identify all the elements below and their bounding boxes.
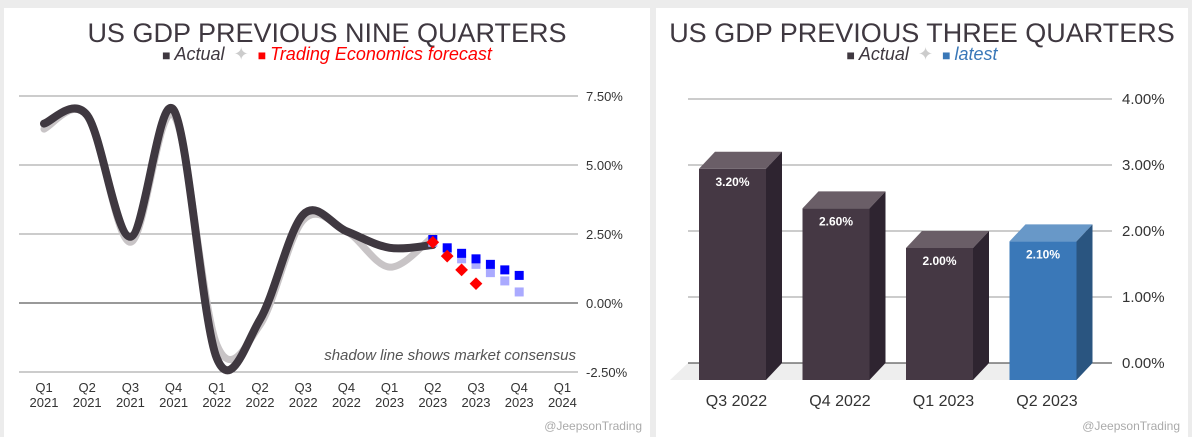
x-tick-label: Q2 2023 [1016,393,1077,410]
nine-quarters-panel: US GDP PREVIOUS NINE QUARTERS ■ Actual ✦ … [4,8,650,437]
y-tick-label: 2.50% [586,227,623,242]
legend-actual-swatch: ■ [162,47,171,63]
y-tick-label: 4.00% [1122,91,1165,108]
forecast-point [469,277,483,291]
x-tick-label: Q1 2022 [202,380,231,410]
legend-latest-swatch: ■ [942,47,951,63]
legend-actual-swatch: ■ [846,47,855,63]
legend-forecast: Trading Economics forecast [270,44,492,64]
three-quarters-panel: US GDP PREVIOUS THREE QUARTERS ■ Actual ✦… [656,8,1188,437]
forecast-point [471,259,481,269]
star-icon: ✦ [233,44,249,64]
x-tick-label: Q4 2022 [809,393,870,410]
forecast-point [485,268,495,278]
x-tick-label: Q3 2022 [289,380,318,410]
annotation: shadow line shows market consensus [324,347,576,364]
y-tick-label: 3.00% [1122,157,1165,174]
bar-side [973,231,989,380]
bar [1009,241,1077,380]
forecast-point [457,248,467,258]
y-tick-label: 1.00% [1122,289,1165,306]
star-icon: ✦ [917,44,934,64]
x-tick-label: Q4 2022 [332,380,361,410]
bar-side [1076,224,1093,380]
bar-top [1009,224,1093,242]
forecast-point [500,276,510,286]
bar [699,168,766,380]
x-tick-label: Q2 2021 [73,380,102,410]
x-tick-label: Q1 2024 [548,380,577,410]
bar-side [766,151,782,380]
bar-value-label: 2.10% [1026,247,1060,261]
x-tick-label: Q3 2021 [116,380,145,410]
x-tick-label: Q1 2023 [913,393,974,410]
chart-title: US GDP PREVIOUS THREE QUARTERS [669,18,1175,48]
x-tick-label: Q2 2023 [418,380,447,410]
chart-legend: ■ Actual ✦ ■ Trading Economics forecast [4,44,650,65]
forecast-point [500,265,510,275]
credit: @JeepsonTrading [544,419,642,433]
bar-value-label: 3.20% [715,175,749,189]
x-tick-label: Q1 2021 [30,380,59,410]
x-tick-label: Q4 2023 [505,380,534,410]
bar-side [869,191,886,380]
forecast-point [514,287,524,297]
bar [802,208,870,380]
forecast-point [455,263,468,277]
y-tick-label: 7.50% [586,89,623,104]
chart-legend: ■ Actual ✦ ■ latest [656,44,1188,65]
forecast-point [442,243,452,253]
series-line-actual [40,103,437,375]
line-chart: 7.50% 5.00% 2.50% 0.00% -2.50% Q1 2021 Q2 2021 Q3… [19,89,628,410]
x-tick-label: Q1 2023 [375,380,404,410]
forecast-point [485,259,495,269]
y-tick-label: 2.00% [1122,223,1165,240]
bar-top [906,231,989,248]
forecast-point [471,254,481,264]
x-tick-label: Q2 2022 [246,380,275,410]
y-tick-label: -2.50% [586,365,628,380]
bar-top [699,151,782,169]
x-tick-label: Q4 2021 [159,380,188,410]
y-tick-label: 5.00% [586,158,623,173]
bar-chart: 4.00% 3.00% 2.00% 1.00% 0.00% 3.20% Q3 2022 2.6… [670,91,1165,410]
bar-value-label: 2.00% [922,254,956,268]
chart-title: US GDP PREVIOUS NINE QUARTERS [87,18,567,48]
y-tick-label: 0.00% [586,296,623,311]
credit: @JeepsonTrading [1082,419,1180,433]
forecast-point [426,235,440,249]
bar-value-label: 2.60% [819,214,853,228]
forecast-point [457,254,467,264]
x-tick-label: Q3 2022 [706,393,767,410]
legend-actual: Actual [174,44,225,64]
x-tick-label: Q3 2023 [462,380,491,410]
bar [906,248,973,380]
legend-actual: Actual [858,44,909,64]
legend-latest: latest [954,44,998,64]
forecast-point [440,249,454,263]
bar-top [802,191,886,209]
y-tick-label: 0.00% [1122,355,1165,372]
forecast-point [514,270,524,280]
legend-forecast-swatch: ■ [257,47,267,63]
